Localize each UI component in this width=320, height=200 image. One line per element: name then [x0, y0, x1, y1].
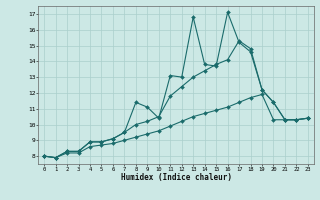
X-axis label: Humidex (Indice chaleur): Humidex (Indice chaleur): [121, 173, 231, 182]
